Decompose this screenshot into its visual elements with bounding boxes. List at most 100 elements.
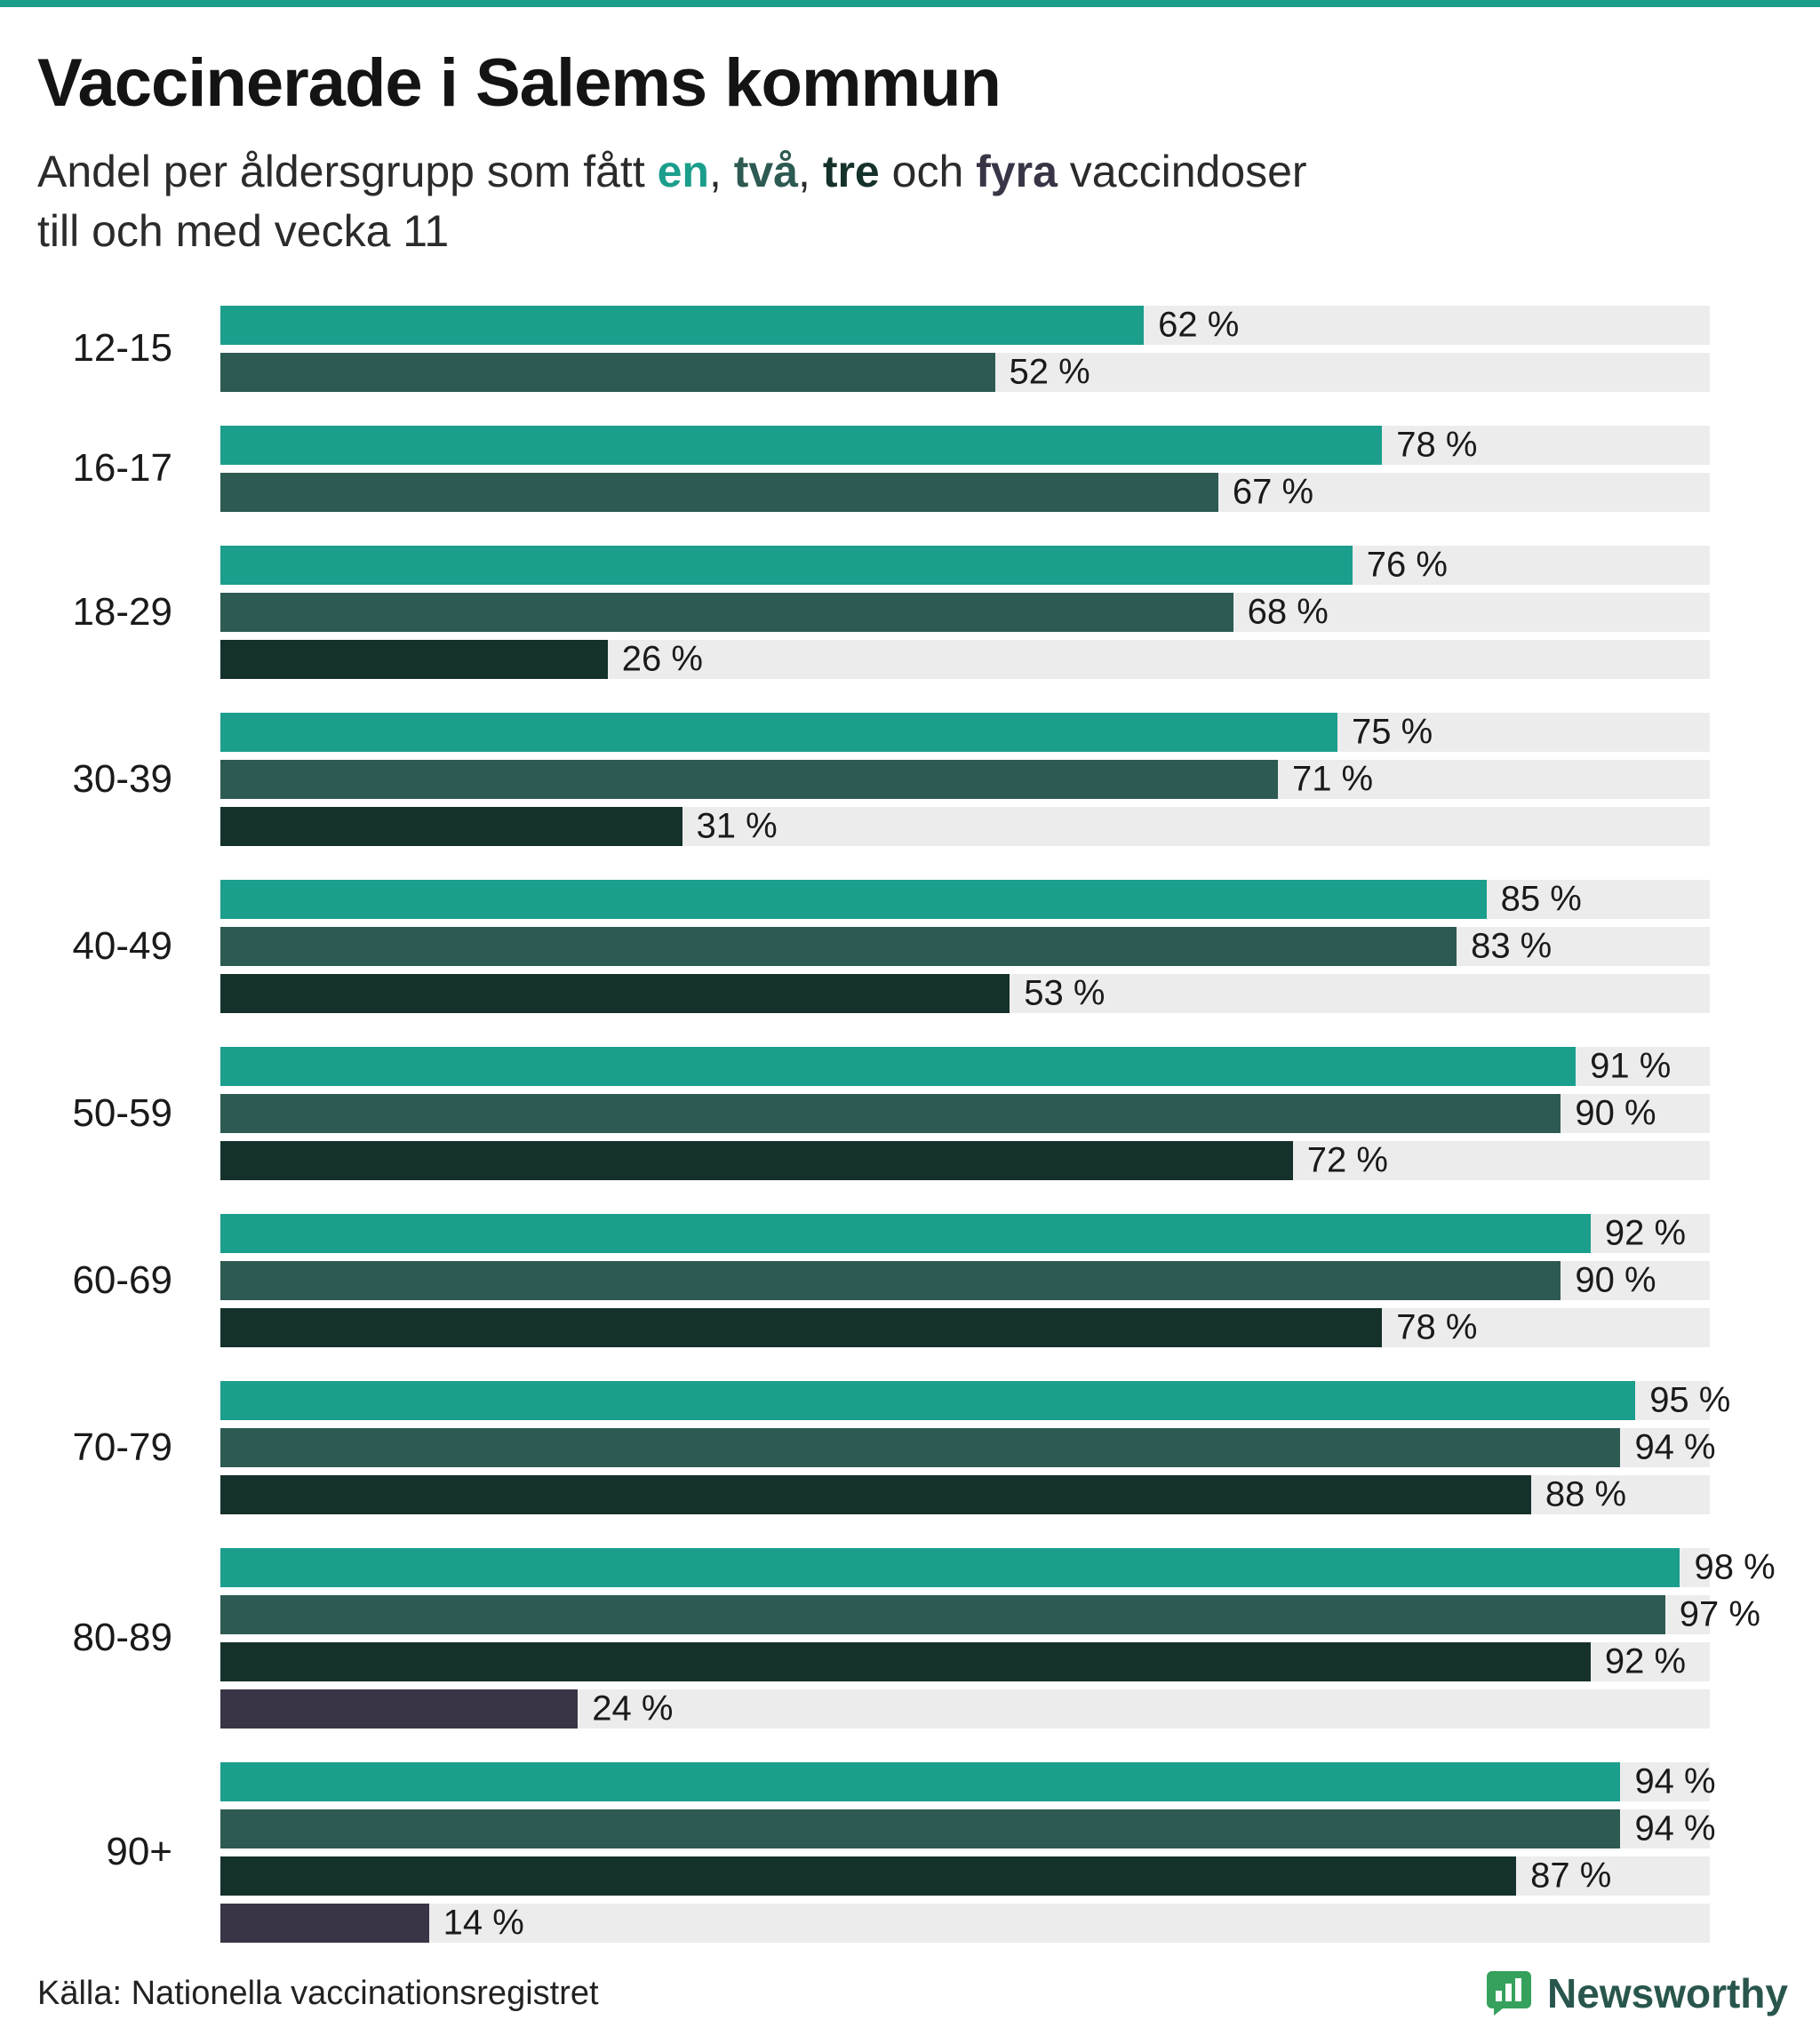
bar-track: 94 %: [220, 1761, 1716, 1801]
bar-value-label: 91 %: [1590, 1046, 1672, 1086]
bar-dose-2: [220, 1427, 1621, 1467]
bar-track: 52 %: [220, 352, 1710, 392]
bar-value-label: 90 %: [1575, 1093, 1656, 1133]
age-group-label: 50-59: [72, 1090, 172, 1135]
bar-stack: 94 % 94 % 87 % 14 %: [220, 1761, 1716, 1943]
bar-stack: 91 % 90 % 72 %: [220, 1046, 1710, 1180]
chart-group-50-59: 50-59 91 % 90 % 72 %: [37, 1046, 1710, 1180]
bar-track: 91 %: [220, 1046, 1710, 1086]
bar-row: 90 %: [220, 1260, 1710, 1300]
bar-dose-1: [220, 545, 1353, 585]
bar-track: 87 %: [220, 1856, 1710, 1896]
legend-word-dose3: tre: [822, 146, 880, 196]
age-group-label: 80-89: [72, 1616, 172, 1660]
bar-track: 98 %: [220, 1547, 1776, 1587]
bar-row: 92 %: [220, 1641, 1710, 1681]
bar-dose-3: [220, 1307, 1383, 1347]
bar-row: 94 %: [220, 1427, 1716, 1467]
bar-dose-2: [220, 1594, 1665, 1634]
bar-track: 94 %: [220, 1427, 1716, 1467]
bar-track: 97 %: [220, 1594, 1760, 1634]
age-group-label: 30-39: [72, 756, 172, 801]
bar-dose-1: [220, 1046, 1577, 1086]
bar-value-label: 67 %: [1232, 472, 1314, 512]
bar-row: 88 %: [220, 1474, 1710, 1514]
chart-group-30-39: 30-39 75 % 71 % 31 %: [37, 712, 1710, 846]
bar-dose-2: [220, 759, 1278, 799]
bar-dose-1: [220, 1547, 1680, 1587]
age-group-label: 18-29: [72, 589, 172, 634]
bar-dose-1: [220, 1213, 1591, 1253]
bar-row: 53 %: [220, 973, 1710, 1013]
top-accent-bar: [0, 0, 1820, 7]
bar-row: 67 %: [220, 472, 1710, 512]
bar-value-label: 78 %: [1396, 1307, 1478, 1347]
bar-row: 90 %: [220, 1093, 1710, 1133]
subtitle-sep1: ,: [708, 146, 734, 196]
subtitle-line2: till och med vecka 11: [37, 205, 450, 256]
bar-stack: 62 % 52 %: [220, 305, 1710, 392]
bar-dose-3: [220, 1641, 1591, 1681]
bar-track: 76 %: [220, 545, 1710, 585]
age-group-label: 40-49: [72, 923, 172, 968]
bar-track: 92 %: [220, 1641, 1710, 1681]
bar-dose-3: [220, 1474, 1531, 1514]
bar-stack: 78 % 67 %: [220, 425, 1710, 512]
bar-value-label: 31 %: [696, 806, 778, 846]
bar-chart: 12-15 62 % 52 % 16-17 78 % 67 % 18-29 76 % 68 % 2…: [0, 261, 1820, 1943]
bar-value-label: 92 %: [1604, 1641, 1687, 1681]
bar-dose-1: [220, 1380, 1636, 1420]
bar-row: 94 %: [220, 1808, 1716, 1848]
chart-group-70-79: 70-79 95 % 94 % 88 %: [37, 1380, 1730, 1514]
bar-track: 68 %: [220, 592, 1710, 632]
bar-row: 91 %: [220, 1046, 1710, 1086]
chart-group-60-69: 60-69 92 % 90 % 78 %: [37, 1213, 1710, 1347]
bar-value-label: 98 %: [1694, 1547, 1776, 1587]
chart-group-90+: 90+ 94 % 94 % 87 % 14 %: [37, 1761, 1716, 1943]
bar-dose-1: [220, 879, 1487, 919]
bar-row: 76 %: [220, 545, 1710, 585]
legend-word-dose1: en: [657, 146, 709, 196]
bar-dose-2: [220, 592, 1233, 632]
bar-value-label: 88 %: [1545, 1474, 1627, 1514]
bar-value-label: 78 %: [1396, 425, 1478, 465]
bar-track: 67 %: [220, 472, 1710, 512]
bar-dose-3: [220, 639, 608, 679]
bar-row: 68 %: [220, 592, 1710, 632]
bar-stack: 98 % 97 % 92 % 24 %: [220, 1547, 1776, 1729]
bar-dose-2: [220, 1808, 1621, 1848]
bar-dose-1: [220, 1761, 1621, 1801]
age-group-label: 12-15: [72, 326, 172, 371]
bar-row: 97 %: [220, 1594, 1760, 1634]
bar-track: 94 %: [220, 1808, 1716, 1848]
bar-row: 14 %: [220, 1903, 1710, 1943]
chart-group-80-89: 80-89 98 % 97 % 92 % 24 %: [37, 1547, 1776, 1729]
bar-value-label: 94 %: [1634, 1761, 1716, 1801]
bar-track: 26 %: [220, 639, 1710, 679]
bar-dose-1: [220, 712, 1337, 752]
bar-stack: 85 % 83 % 53 %: [220, 879, 1710, 1013]
bar-row: 52 %: [220, 352, 1710, 392]
bar-track: 88 %: [220, 1474, 1710, 1514]
bar-stack: 75 % 71 % 31 %: [220, 712, 1710, 846]
bar-track: 92 %: [220, 1213, 1710, 1253]
bar-row: 87 %: [220, 1856, 1710, 1896]
bar-row: 98 %: [220, 1547, 1776, 1587]
newsworthy-icon: [1487, 1971, 1532, 2016]
bar-track: 72 %: [220, 1140, 1710, 1180]
bar-dose-3: [220, 1140, 1293, 1180]
bar-value-label: 26 %: [621, 639, 703, 679]
bar-dose-4: [220, 1689, 579, 1729]
chart-group-16-17: 16-17 78 % 67 %: [37, 425, 1710, 512]
bar-value-label: 97 %: [1679, 1594, 1760, 1634]
brand-name: Newsworthy: [1547, 1970, 1788, 2016]
bar-value-label: 68 %: [1247, 592, 1329, 632]
age-group-label: 70-79: [72, 1425, 172, 1469]
age-group-label: 60-69: [72, 1258, 172, 1302]
bar-dose-3: [220, 806, 682, 846]
bar-value-label: 71 %: [1291, 759, 1374, 799]
bar-row: 85 %: [220, 879, 1710, 919]
bar-track: 75 %: [220, 712, 1710, 752]
bar-dose-2: [220, 352, 995, 392]
bar-track: 53 %: [220, 973, 1710, 1013]
